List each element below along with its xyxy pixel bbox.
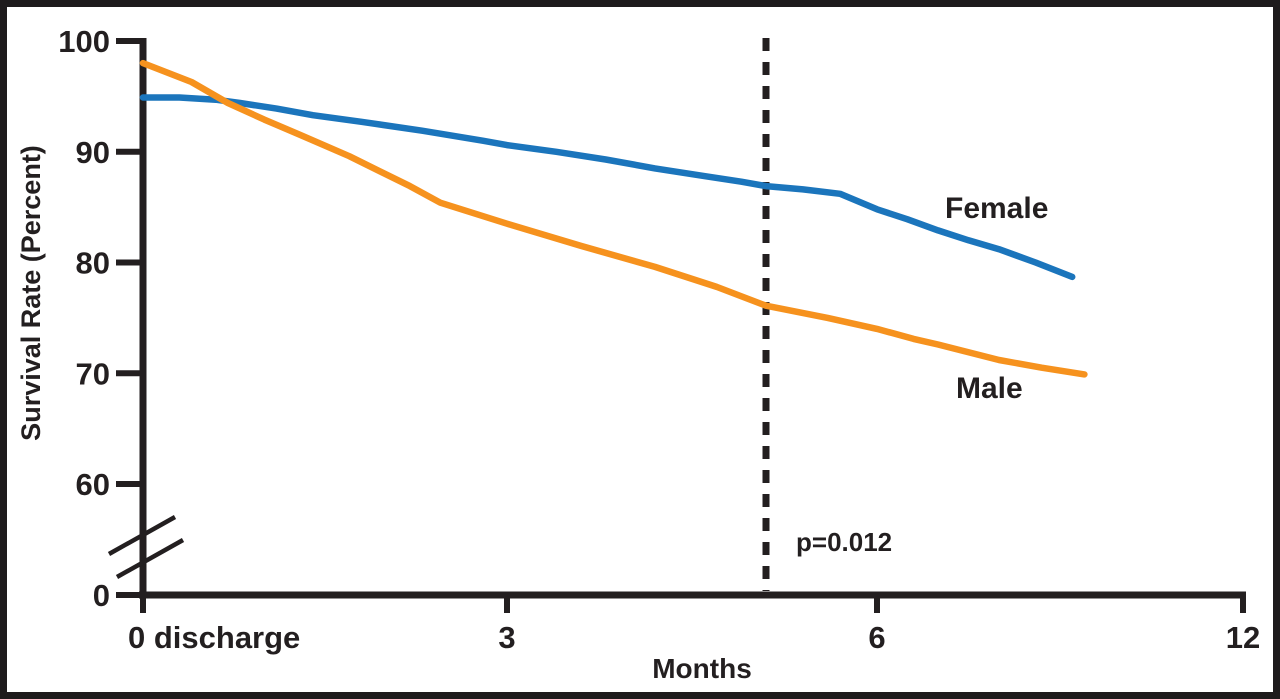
y-axis-ticks: 100 90 80 70 60 0 bbox=[58, 24, 143, 613]
x-axis-title: Months bbox=[652, 653, 752, 684]
x-axis-ticks: 0 discharge 3 6 12 bbox=[128, 595, 1260, 655]
y-tick-label: 60 bbox=[76, 467, 110, 502]
y-tick-label: 0 bbox=[93, 578, 110, 613]
male-series-label: Male bbox=[956, 372, 1023, 405]
x-tick-label: 6 bbox=[868, 620, 885, 655]
x-tick-label: 12 bbox=[1226, 620, 1260, 655]
male-series-line bbox=[139, 59, 1088, 378]
x-tick-label: 0 discharge bbox=[128, 620, 300, 655]
y-tick-label: 100 bbox=[58, 24, 110, 59]
female-series-label: Female bbox=[945, 192, 1048, 225]
y-tick-label: 70 bbox=[76, 356, 110, 391]
y-tick-label: 80 bbox=[76, 246, 110, 281]
female-series-line bbox=[139, 94, 1076, 281]
p-value-label: p=0.012 bbox=[796, 527, 892, 557]
y-tick-label: 90 bbox=[76, 135, 110, 170]
y-axis-title: Survival Rate (Percent) bbox=[16, 145, 46, 441]
y-axis-break-icon bbox=[107, 515, 185, 579]
x-tick-label: 3 bbox=[498, 620, 515, 655]
